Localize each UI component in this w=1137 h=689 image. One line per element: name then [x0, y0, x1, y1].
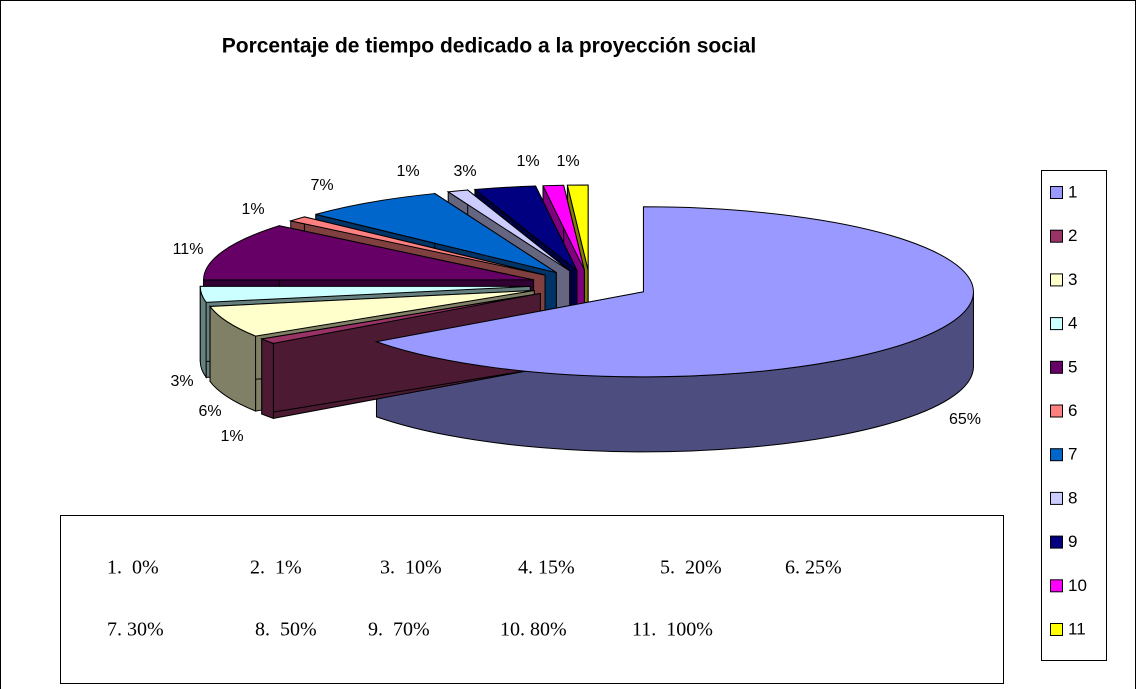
note: 4. 15%	[518, 557, 575, 579]
data-label: 1%	[516, 153, 539, 170]
legend-swatch	[1050, 186, 1063, 199]
slice	[199, 285, 531, 303]
note: 6. 25%	[785, 557, 842, 579]
note: 7. 30%	[107, 619, 164, 641]
legend-swatch	[1050, 535, 1063, 549]
legend-label: 4	[1068, 314, 1077, 333]
legend-swatch	[1050, 273, 1063, 287]
data-label: 1%	[396, 163, 419, 180]
slice	[374, 206, 974, 378]
notes-box	[60, 515, 1004, 684]
note: 10. 80%	[500, 619, 567, 641]
note: 3. 10%	[380, 557, 442, 579]
data-label: 1%	[220, 428, 243, 445]
data-label: 3%	[453, 163, 476, 180]
legend-swatch	[1050, 491, 1063, 505]
legend-swatch	[1050, 317, 1063, 331]
data-label: 1%	[241, 201, 264, 218]
slice	[566, 184, 589, 271]
legend-swatch	[1050, 623, 1063, 636]
note: 5. 20%	[660, 557, 722, 579]
legend-label: 7	[1068, 445, 1077, 464]
note: 9. 70%	[368, 619, 430, 641]
legend-label: 6	[1068, 401, 1077, 420]
legend-swatch	[1050, 404, 1063, 418]
legend-label: 8	[1068, 488, 1077, 507]
data-label: 3%	[170, 373, 193, 390]
legend-label: 1	[1068, 182, 1077, 201]
legend-label: 2	[1068, 226, 1077, 245]
legend-swatch	[1050, 579, 1063, 593]
note: 2. 1%	[250, 557, 302, 579]
note: 1. 0%	[107, 557, 159, 579]
slice	[288, 216, 546, 276]
data-label: 7%	[310, 177, 333, 194]
legend-label: 11	[1068, 619, 1086, 638]
note: 11. 100%	[632, 619, 713, 641]
data-label: 6%	[198, 403, 221, 420]
slice	[446, 189, 570, 272]
slice	[473, 185, 578, 271]
legend-label: 3	[1068, 270, 1077, 289]
legend-label: 5	[1068, 357, 1077, 376]
chart-title: Porcentaje de tiempo dedicado a la proye…	[222, 35, 757, 58]
legend-label: 10	[1068, 576, 1087, 595]
legend-swatch	[1050, 448, 1063, 462]
slice	[203, 225, 534, 281]
legend-swatch	[1050, 229, 1063, 243]
slice	[542, 184, 585, 271]
slice	[315, 193, 557, 274]
legend-swatch	[1050, 360, 1063, 374]
data-label: 1%	[556, 153, 579, 170]
data-label: 11%	[173, 241, 204, 258]
note: 8. 50%	[255, 619, 317, 641]
slice	[209, 290, 535, 337]
slice	[259, 292, 541, 344]
data-label: 65%	[949, 411, 981, 428]
legend-label: 9	[1068, 532, 1077, 551]
slice-wall	[261, 338, 274, 420]
